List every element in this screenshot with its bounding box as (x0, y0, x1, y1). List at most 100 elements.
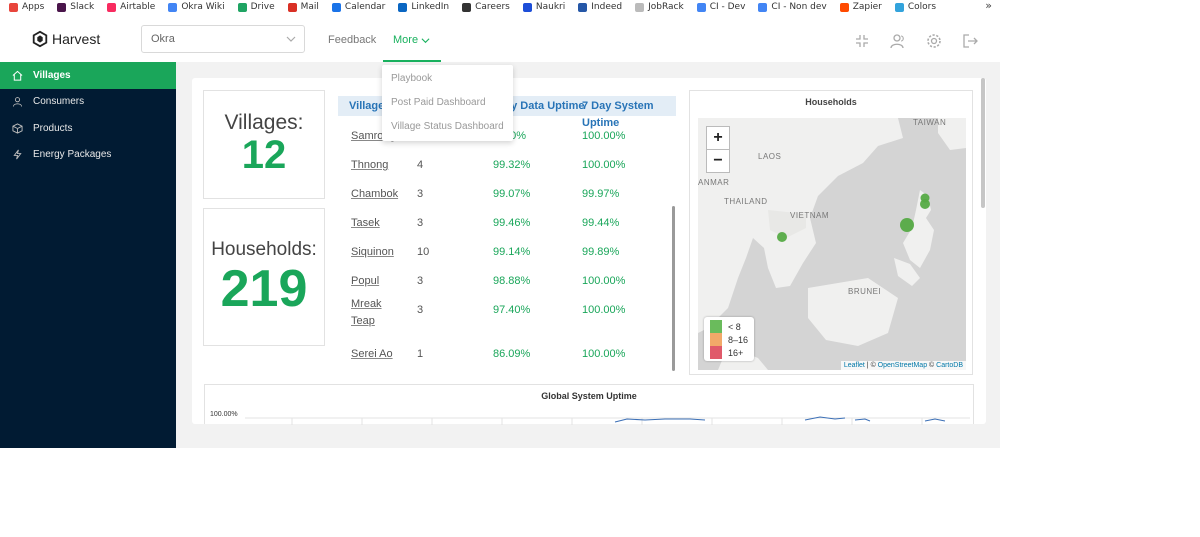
map-markers (777, 193, 930, 242)
bookmark-mail[interactable]: Mail (287, 2, 319, 12)
apps-grid-icon (9, 2, 18, 12)
col-system-uptime[interactable]: 7 Day System (582, 100, 654, 112)
sidebar-item-label: Products (33, 122, 73, 134)
village-link[interactable]: Tasek (351, 217, 380, 229)
bookmark-indeed[interactable]: Indeed (578, 2, 622, 12)
sidebar-item-consumers[interactable]: Consumers (0, 89, 176, 116)
zoom-in-button[interactable]: + (706, 126, 730, 150)
legend-item: 16+ (710, 346, 743, 359)
sidebar-item-products[interactable]: Products (0, 115, 176, 142)
osm-link[interactable]: OpenStreetMap (877, 362, 928, 369)
brand-logo[interactable]: Harvest (31, 30, 100, 48)
page-scrollbar[interactable] (981, 78, 985, 208)
legend-label: 8–16 (728, 334, 749, 345)
bookmark-drive[interactable]: Drive (237, 2, 275, 12)
menu-item-village-status-dashboard[interactable]: Village Status Dashboard (391, 121, 504, 132)
org-select[interactable]: Okra (141, 25, 305, 53)
bookmark-airtable[interactable]: Airtable (107, 2, 155, 12)
village-link[interactable]: Popul (351, 275, 380, 287)
bookmark-ci-non-dev[interactable]: CI - Non dev (758, 2, 827, 12)
box-icon (12, 123, 23, 134)
carto-link[interactable]: CartoDB (936, 362, 963, 369)
main-content: Villages: 12 Households: 219 Village ay … (176, 62, 1000, 448)
col-data-uptime[interactable]: ay Data Uptime (505, 100, 585, 112)
map-marker (920, 199, 930, 209)
sidebar-item-villages[interactable]: Villages (0, 62, 176, 89)
data-uptime-value: 99.07% (493, 188, 531, 200)
bookmark-naukri[interactable]: Naukri (522, 2, 565, 12)
villages-kpi-value: 12 (241, 133, 287, 177)
bookmark-label: Calendar (344, 2, 386, 12)
google-icon (168, 2, 178, 12)
linkedin-icon (398, 2, 408, 12)
sidebar-item-label: Consumers (33, 96, 85, 108)
households-map[interactable]: TAIWAN LAOS ANMAR THAILAND VIETNAM BRUNE… (698, 118, 966, 370)
map-marker (900, 218, 914, 232)
col-village[interactable]: Village (349, 100, 385, 112)
table-scrollbar[interactable] (672, 206, 675, 371)
bookmarks-overflow-button[interactable]: » (985, 0, 992, 12)
nav-active-indicator (383, 60, 441, 62)
data-uptime-value: 99.32% (493, 159, 531, 171)
bookmark-ci-dev[interactable]: CI - Dev (696, 2, 745, 12)
bookmark-zapier[interactable]: Zapier (839, 2, 882, 12)
col-system-uptime-line2: Uptime (582, 117, 620, 129)
nav-feedback[interactable]: Feedback (328, 34, 377, 46)
sidebar-item-energy-packages[interactable]: Energy Packages (0, 142, 176, 169)
legend-label: < 8 (728, 321, 741, 332)
collapse-icon[interactable] (854, 33, 870, 49)
bookmark-slack[interactable]: Slack (57, 2, 94, 12)
chevron-down-icon (286, 36, 296, 42)
colors-icon (894, 2, 904, 12)
bookmark-label: Drive (250, 2, 275, 12)
households-kpi-card: Households: 219 (203, 208, 325, 346)
system-uptime-value: 99.44% (582, 217, 620, 229)
bookmark-label: CI - Non dev (771, 2, 827, 12)
bookmark-careers[interactable]: Careers (462, 2, 510, 12)
bookmark-label: Okra Wiki (181, 2, 225, 12)
logout-icon[interactable] (962, 33, 978, 49)
users-icon[interactable] (890, 33, 906, 49)
map-marker (777, 232, 787, 242)
data-uptime-value: 98.88% (493, 275, 531, 287)
village-link[interactable]: Mreak Teap (351, 298, 382, 327)
org-select-value: Okra (151, 33, 175, 45)
map-label-laos: LAOS (758, 152, 782, 161)
airtable-icon (107, 2, 117, 12)
table-row: Thnong 4 99.32% 100.00% (338, 159, 658, 183)
sidebar-item-label: Villages (33, 69, 71, 81)
bookmark-jobrack[interactable]: JobRack (635, 2, 684, 12)
bookmark-label: Apps (22, 2, 45, 12)
leaflet-link[interactable]: Leaflet (843, 362, 865, 369)
village-link[interactable]: Siquinon (351, 246, 394, 258)
village-link[interactable]: Chambok (351, 188, 399, 200)
attribution-sep: | © (864, 362, 878, 369)
villages-kpi-card: Villages: 12 (203, 90, 325, 199)
bookmarks-bar: Apps Slack Airtable Okra Wiki Drive Mail Calen… (0, 0, 1000, 14)
zoom-out-button[interactable]: − (706, 149, 730, 173)
data-uptime-value: 99.46% (493, 217, 531, 229)
top-navbar: Harvest Okra Feedback More (0, 14, 1000, 63)
bookmark-okra-wiki[interactable]: Okra Wiki (168, 2, 225, 12)
menu-item-playbook[interactable]: Playbook (391, 73, 433, 84)
bookmark-apps[interactable]: Apps (9, 2, 44, 12)
bookmark-label: LinkedIn (411, 2, 450, 12)
bookmark-colors[interactable]: Colors (894, 2, 936, 12)
uptime-chart-title: Global System Uptime (541, 391, 637, 401)
table-row: Mreak Teap 3 97.40% 100.00% (338, 298, 658, 328)
system-uptime-value: 99.89% (582, 246, 620, 258)
village-link[interactable]: Thnong (351, 159, 389, 171)
drive-icon (237, 2, 247, 12)
bookmark-calendar[interactable]: Calendar (331, 2, 386, 12)
village-link[interactable]: Serei Ao (351, 348, 393, 360)
bookmark-linkedin[interactable]: LinkedIn (398, 2, 449, 12)
nav-more[interactable]: More (393, 34, 430, 46)
indeed-icon (578, 2, 588, 12)
app-window: Harvest Okra Feedback More Village (0, 14, 1000, 448)
legend-label: 16+ (728, 347, 744, 358)
zapier-icon (839, 2, 849, 12)
user-icon (12, 97, 23, 107)
gear-icon[interactable] (926, 33, 942, 49)
map-title: Households (805, 97, 857, 107)
menu-item-post-paid-dashboard[interactable]: Post Paid Dashboard (391, 97, 486, 108)
